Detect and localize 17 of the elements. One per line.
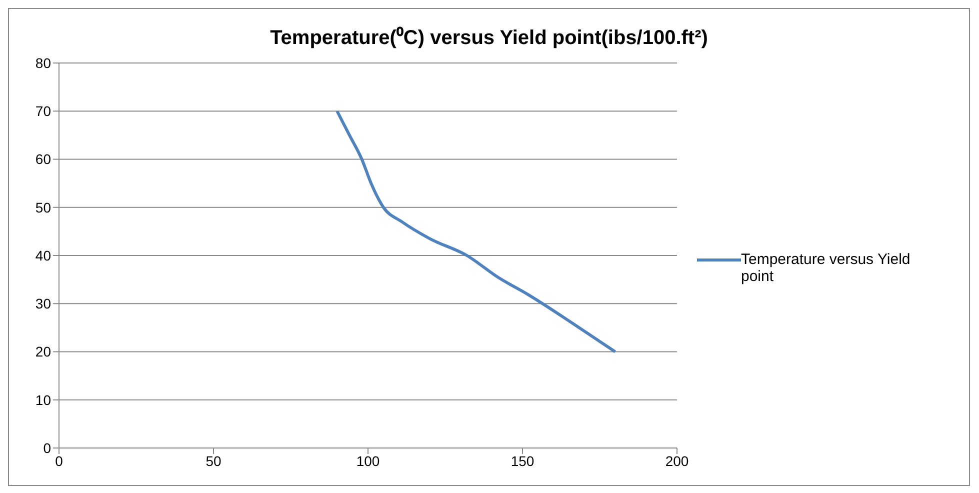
- x-tick-label: 50: [206, 452, 222, 469]
- y-tick-label: 40: [35, 247, 52, 264]
- y-tick-label: 70: [35, 103, 52, 120]
- y-tick-label: 30: [35, 296, 52, 312]
- line-series: [336, 110, 617, 354]
- chart-title: Temperature(⁰C) versus Yield point(ibs/100.ft²): [269, 26, 709, 51]
- y-tick-label: 0: [43, 440, 52, 456]
- y-tick-label: 10: [35, 392, 52, 408]
- y-tick-label: 20: [35, 344, 52, 360]
- x-tick-label: 150: [510, 452, 534, 469]
- x-tick-label: 200: [665, 452, 689, 469]
- legend-label: Temperature versus Yield point: [741, 251, 912, 285]
- x-tick-label: 0: [55, 452, 64, 469]
- y-tick-label: 60: [35, 151, 52, 168]
- x-tick-label: 100: [356, 452, 380, 469]
- y-tick-label: 80: [35, 54, 52, 71]
- y-tick-label: 50: [35, 199, 52, 216]
